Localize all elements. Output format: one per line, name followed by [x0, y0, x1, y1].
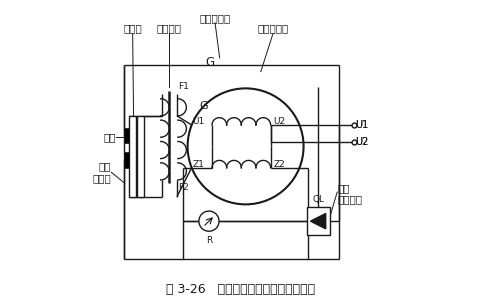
Text: F2: F2: [178, 183, 188, 192]
Bar: [307, 207, 330, 235]
Text: U1: U1: [355, 120, 369, 130]
Text: 磁场
变阻器: 磁场 变阻器: [93, 161, 111, 183]
Bar: [129, 116, 136, 197]
Text: 单相
整流桥组: 单相 整流桥组: [337, 183, 362, 205]
Text: U1: U1: [355, 120, 369, 130]
Circle shape: [187, 88, 304, 205]
Text: 滑环: 滑环: [103, 132, 116, 142]
Text: 集电环: 集电环: [123, 23, 142, 34]
Circle shape: [199, 211, 219, 231]
Text: G: G: [205, 56, 214, 69]
Text: R: R: [206, 236, 212, 245]
Text: U1: U1: [192, 117, 204, 127]
Text: U2: U2: [355, 137, 369, 147]
Bar: [137, 116, 144, 197]
Text: 转子绕组: 转子绕组: [157, 23, 182, 34]
Text: U2: U2: [355, 137, 369, 147]
Text: 定子主绕组: 定子主绕组: [200, 13, 231, 23]
Text: 图 3-26   有刷单相交流发电机原理电路: 图 3-26 有刷单相交流发电机原理电路: [166, 283, 316, 296]
Text: G: G: [200, 101, 208, 111]
Text: U2: U2: [274, 117, 286, 127]
Bar: [124, 152, 129, 168]
Bar: [124, 128, 129, 143]
Text: Z1: Z1: [192, 160, 204, 169]
Text: F1: F1: [178, 83, 188, 91]
Text: 定子副绕组: 定子副绕组: [257, 23, 289, 34]
Text: QL: QL: [312, 195, 324, 205]
Text: Z2: Z2: [274, 160, 285, 169]
Polygon shape: [310, 213, 326, 229]
